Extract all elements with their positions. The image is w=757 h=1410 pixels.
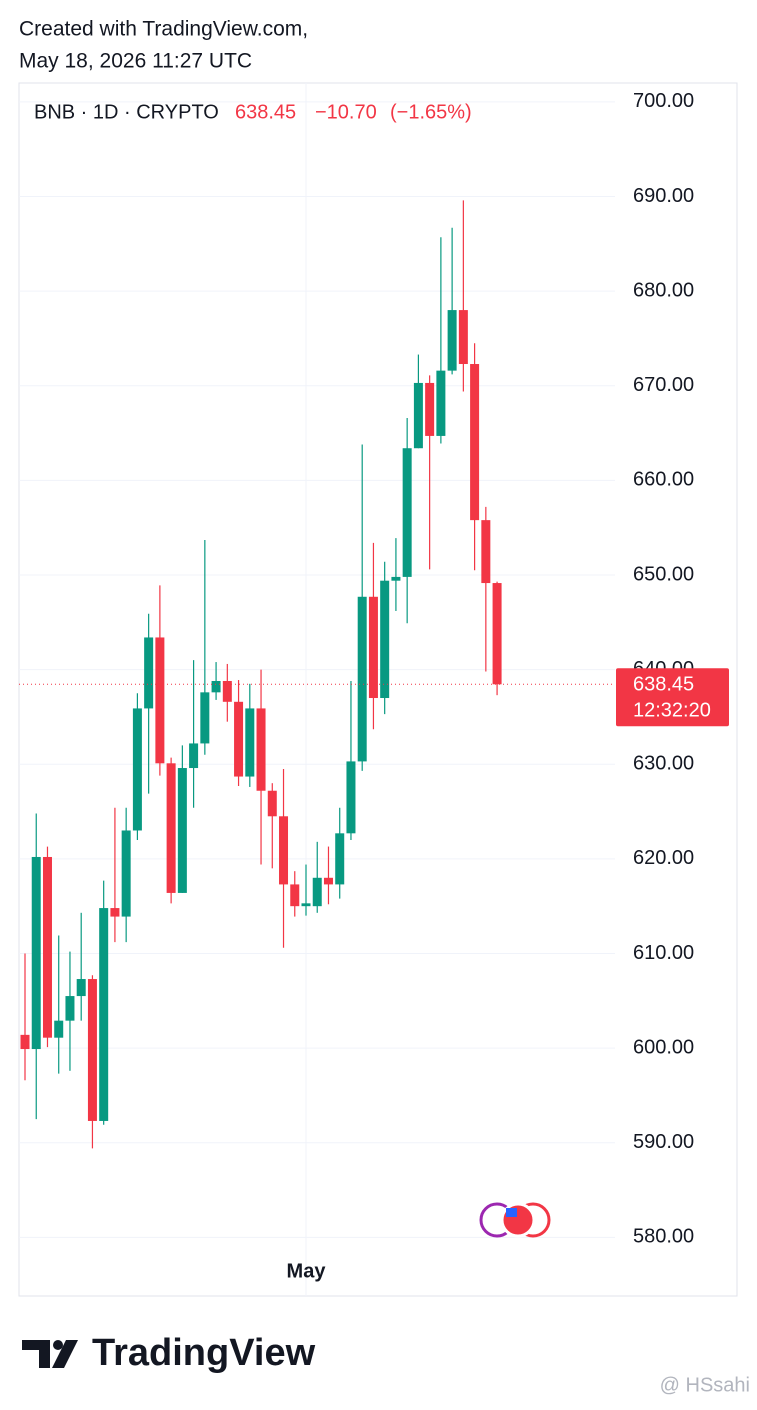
price-label: 638.45 [633,674,694,696]
candle-body [447,310,457,371]
candle-body [234,701,244,777]
flag-icons [479,1202,551,1238]
plot [19,83,615,1296]
candle-body [357,596,367,762]
candle-body [31,856,41,1050]
candle-body [245,708,255,777]
y-tick-label: 620.00 [633,847,694,869]
candle-body [20,1034,30,1050]
brand-logo [22,1340,78,1368]
candle-body [290,884,300,907]
legend-change-pct: (−1.65%) [390,101,472,123]
candle-body [42,856,52,1038]
candle-body [323,877,333,885]
y-tick-label: 610.00 [633,942,694,964]
legend-symbol: BNB · 1D · CRYPTO [34,101,219,123]
candle-body [87,979,97,1121]
x-tick-label: May [287,1260,327,1282]
candle-body [200,692,210,744]
y-tick-label: 580.00 [633,1226,694,1248]
candle-body [144,637,154,709]
header-line1: Created with TradingView.com, [19,18,308,41]
candle-body [110,908,120,917]
y-tick-label: 700.00 [633,90,694,112]
candle-body [279,816,289,885]
candle-body [222,680,232,702]
candle-body [301,903,311,907]
y-tick-label: 590.00 [633,1131,694,1153]
y-tick-label: 680.00 [633,279,694,301]
candle-body [256,708,266,791]
candle-body [368,596,378,699]
candle-body [267,790,277,817]
candle-body [211,680,221,693]
candle-body [166,763,176,893]
y-tick-label: 600.00 [633,1036,694,1058]
y-tick-label: 670.00 [633,374,694,396]
candle-body [402,448,412,577]
brand-name: TradingView [92,1332,316,1374]
header-line2: May 18, 2026 11:27 UTC [19,50,252,73]
candle-body [413,382,423,449]
candle-body [132,708,142,831]
candle-body [335,833,345,885]
chart-frame [18,82,738,1297]
candle-body [76,979,86,997]
candle-body [458,310,468,365]
candle-body [65,996,75,1021]
countdown-label: 12:32:20 [633,700,711,722]
candle-body [346,761,356,834]
candle-body [189,743,199,769]
y-tick-label: 660.00 [633,469,694,491]
legend-change: −10.70 [315,101,377,123]
candle-body [391,576,401,581]
y-tick-label: 690.00 [633,185,694,207]
candle-body [312,877,322,907]
candle-body [470,364,480,521]
candle-body [54,1020,64,1038]
watermark: @ HSsahi [660,1374,750,1396]
price-label-box [616,668,729,727]
candle-body [380,580,390,699]
candle-body [425,382,435,436]
y-tick-label: 630.00 [633,753,694,775]
candle-body [99,908,109,1121]
y-tick-label: 650.00 [633,563,694,585]
legend-price: 638.45 [235,101,296,123]
candle-body [155,637,165,764]
candle-body [177,768,187,893]
candle-body [121,830,131,917]
candle-body [492,583,502,685]
candle-body [481,520,491,584]
candle-body [436,370,446,436]
